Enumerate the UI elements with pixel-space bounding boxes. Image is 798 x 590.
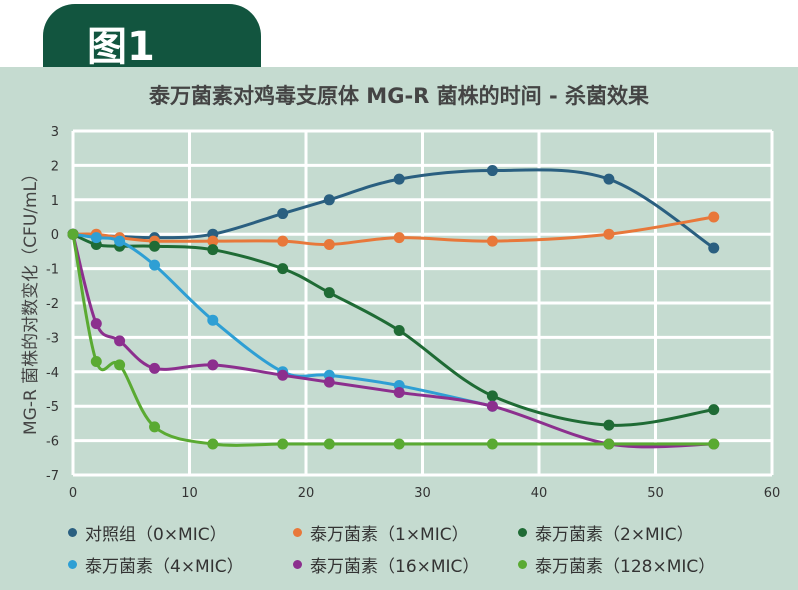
legend-item: 泰万菌素（1×MIC）: [293, 520, 469, 545]
data-point-3: [207, 314, 219, 326]
data-point-2: [708, 404, 720, 416]
data-point-1: [603, 228, 615, 240]
series-line-4: [71, 233, 714, 449]
data-point-4: [486, 400, 498, 412]
y-tick-label: 1: [51, 194, 59, 209]
data-point-5: [67, 228, 79, 240]
data-point-0: [708, 242, 720, 254]
data-point-5: [149, 421, 161, 433]
legend-label: 泰万菌素（128×MIC）: [535, 557, 716, 577]
data-point-5: [323, 438, 335, 450]
data-point-5: [207, 438, 219, 450]
data-point-4: [90, 318, 102, 330]
figure-label: 图1: [87, 24, 155, 70]
data-point-4: [149, 362, 161, 374]
data-point-0: [393, 173, 405, 185]
data-point-0: [486, 165, 498, 177]
x-tick-label: 0: [69, 486, 77, 501]
data-point-3: [114, 235, 126, 247]
legend-marker: [68, 528, 77, 537]
data-point-5: [393, 438, 405, 450]
data-point-3: [90, 232, 102, 244]
legend-label: 泰万菌素（16×MIC）: [310, 557, 480, 577]
data-point-5: [90, 355, 102, 367]
series-line-5: [71, 233, 714, 447]
data-point-5: [486, 438, 498, 450]
y-tick-label: -2: [46, 297, 59, 312]
data-point-1: [277, 235, 289, 247]
data-point-0: [603, 173, 615, 185]
legend-item: 泰万菌素（2×MIC）: [518, 520, 694, 545]
legend-marker: [293, 528, 302, 537]
data-point-3: [149, 259, 161, 271]
data-point-2: [149, 240, 161, 252]
legend-marker: [293, 560, 302, 569]
data-point-5: [277, 438, 289, 450]
y-tick-label: -1: [46, 263, 59, 278]
legend-marker: [518, 528, 527, 537]
data-point-1: [486, 235, 498, 247]
data-point-2: [393, 325, 405, 337]
series-line-3: [72, 232, 493, 408]
x-tick-label: 40: [531, 486, 548, 501]
data-point-1: [207, 235, 219, 247]
data-point-4: [323, 376, 335, 388]
y-axis-label: MG-R 菌株的对数变化（CFU/mL）: [21, 165, 41, 435]
y-tick-label: 3: [51, 125, 59, 140]
y-tick-label: -7: [46, 469, 59, 484]
data-point-4: [207, 359, 219, 371]
x-tick-label: 20: [298, 486, 315, 501]
y-tick-label: 2: [51, 159, 59, 174]
data-point-0: [277, 208, 289, 220]
series-line-2: [72, 232, 714, 427]
data-point-2: [277, 263, 289, 275]
legend-marker: [68, 560, 77, 569]
data-point-1: [708, 211, 720, 223]
legend-label: 泰万菌素（2×MIC）: [535, 525, 694, 545]
data-point-0: [323, 194, 335, 206]
data-point-2: [603, 419, 615, 431]
y-tick-label: -5: [46, 400, 59, 415]
legend-marker: [518, 560, 527, 569]
data-point-5: [603, 438, 615, 450]
legend-label: 泰万菌素（1×MIC）: [310, 525, 469, 545]
legend-item: 泰万菌素（4×MIC）: [68, 552, 244, 577]
data-point-1: [393, 232, 405, 244]
y-tick-label: -4: [46, 366, 59, 381]
x-tick-label: 60: [764, 486, 781, 501]
y-tick-label: -6: [46, 435, 59, 450]
x-tick-label: 10: [181, 486, 198, 501]
data-point-5: [114, 359, 126, 371]
data-point-4: [393, 386, 405, 398]
x-tick-label: 50: [647, 486, 664, 501]
data-point-2: [207, 244, 219, 256]
y-tick-label: -3: [46, 331, 59, 346]
data-point-5: [708, 438, 720, 450]
chart-title: 泰万菌素对鸡毒支原体 MG-R 菌株的时间 - 杀菌效果: [148, 84, 649, 108]
x-tick-label: 30: [414, 486, 431, 501]
data-point-1: [323, 239, 335, 251]
data-point-4: [114, 335, 126, 347]
legend-label: 对照组（0×MIC）: [85, 525, 227, 545]
series-line-0: [72, 168, 715, 250]
data-point-4: [277, 369, 289, 381]
legend-item: 泰万菌素（16×MIC）: [293, 552, 479, 577]
legend-label: 泰万菌素（4×MIC）: [85, 557, 244, 577]
data-point-2: [323, 287, 335, 299]
data-point-2: [486, 390, 498, 402]
y-tick-label: 0: [51, 228, 59, 243]
series-line-1: [72, 215, 714, 247]
legend-item: 对照组（0×MIC）: [68, 520, 227, 545]
legend-item: 泰万菌素（128×MIC）: [518, 552, 715, 577]
